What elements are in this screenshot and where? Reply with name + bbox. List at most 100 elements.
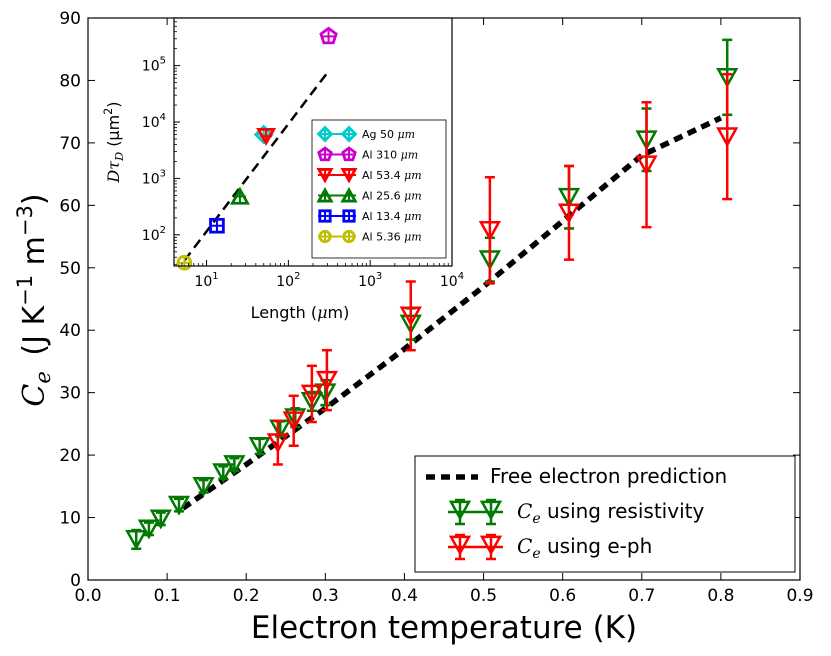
inset-x-tick-label: 102: [276, 271, 300, 290]
inset-legend-label-al-310: Al 310 μm: [362, 149, 418, 162]
point-resistivity: [137, 519, 161, 540]
y-tick-label: 50: [59, 259, 81, 279]
main-ticks: 0.0 0.1 0.2 0.3 0.4 0.5 0.6 0.7 0.8 0.9 0 10 20 30 40 5…: [59, 9, 813, 606]
inset-x-tick-label: 101: [194, 271, 218, 290]
point-resistivity: [149, 509, 172, 530]
inset-legend-label-text: Al 53.4: [362, 169, 404, 182]
legend-entries: [426, 474, 503, 561]
x-tick-label: 0.3: [312, 586, 339, 606]
inset-legend-marker-al-13-4: [342, 209, 356, 223]
inset-legend-marker-ag-50: [316, 125, 334, 143]
inset-y-tick-base: 10: [142, 115, 160, 131]
inset-legend-label-unit: μm: [398, 128, 416, 141]
point-eph: [557, 203, 581, 224]
point-eph: [266, 433, 289, 454]
legend-label-resistivity: Ce using resistivity: [517, 499, 704, 527]
y-tick-label: 80: [59, 71, 81, 91]
inset-y-axis-label: DτD (μm2): [102, 101, 126, 183]
inset-legend-marker-al-5-36: [318, 229, 332, 244]
inset-xlabel-text: Length (: [251, 303, 318, 322]
inset-legend-box: [311, 119, 447, 259]
inset-y-tick-base: 10: [142, 59, 160, 75]
main-legend-box: [414, 455, 796, 573]
inset-marks: [176, 26, 338, 271]
inset-x-tick-label: 104: [440, 271, 464, 290]
inset-x-tick-base: 10: [276, 274, 294, 290]
inset-y-tick-label: 103: [142, 168, 166, 187]
legend-eph-math-sub: e: [532, 546, 540, 562]
inset-legend-label-al-5-36: Al 5.36 μm: [362, 231, 422, 244]
inset-legend-label-text: Al 310: [362, 149, 401, 162]
inset-legend-marker-al-25-6: [340, 187, 358, 203]
y-tick-label: 10: [59, 509, 81, 529]
y-tick-label: 40: [59, 321, 81, 341]
point-eph: [716, 127, 739, 148]
inset-legend-label-unit: μm: [404, 231, 422, 244]
main-marks: [125, 38, 739, 551]
inset-y-tick-label: 102: [142, 225, 166, 244]
legend-eph-math: C: [517, 534, 532, 558]
inset-y-tick-exp: 2: [160, 225, 166, 236]
inset-legend-marker-al-310: [341, 146, 357, 162]
inset-legend-label-unit: μm: [404, 190, 422, 203]
x-tick-label: 0.2: [233, 586, 260, 606]
y-tick-label: 90: [59, 9, 81, 29]
inset-legend-marker-al-13-4: [318, 209, 332, 223]
inset-x-tick-exp: 1: [212, 271, 218, 282]
inset-legend-marker-al-310: [317, 146, 333, 162]
ylabel-exp1: −1: [13, 275, 37, 306]
x-tick-label: 0.8: [707, 586, 734, 606]
point-eph: [300, 384, 324, 405]
inset-x-tick-base: 10: [194, 274, 212, 290]
point-resistivity: [212, 463, 235, 484]
point-eph: [282, 411, 305, 432]
inset-y-tick-base: 10: [142, 171, 160, 187]
inset-xlabel-unit: m): [328, 303, 350, 322]
legend-resistivity-text: using resistivity: [541, 499, 705, 523]
inset-ylabel-text: Dτ: [104, 160, 123, 184]
ylabel-close: ): [17, 193, 52, 205]
point-resistivity: [223, 455, 246, 476]
inset-legend-marker-al-5-36: [342, 229, 356, 244]
ylabel-exp2: −3: [13, 205, 37, 236]
ylabel-symbol: C: [17, 384, 52, 407]
inset-x-tick-base: 10: [358, 274, 376, 290]
ylabel-units: (J K: [17, 305, 52, 356]
inset-legend-marker-al-25-6: [316, 187, 334, 203]
inset-y-tick-label: 104: [142, 112, 166, 131]
x-tick-label: 0.7: [628, 586, 655, 606]
legend-marker-resistivity-left: [448, 500, 472, 521]
inset-legend-label-al-25-6: Al 25.6 μm: [362, 190, 422, 203]
inset-legend-label-text: Ag 50: [362, 128, 398, 141]
inset-fit-line: [183, 70, 330, 262]
inset-y-tick-exp: 5: [160, 56, 166, 67]
inset-x-tick-label: 103: [358, 271, 382, 290]
inset-y-tick-exp: 4: [160, 112, 166, 123]
y-tick-label: 0: [70, 571, 81, 591]
x-tick-label: 0.0: [74, 586, 101, 606]
inset-ylabel-close: ): [104, 101, 123, 107]
point-eph: [399, 306, 422, 327]
inset-x-tick-base: 10: [440, 274, 458, 290]
inset-y-tick-label: 105: [142, 56, 166, 75]
inset-legend-marker-ag-50: [340, 125, 358, 143]
ylabel-subscript: e: [31, 371, 55, 383]
inset-legend-label-al-53-4: Al 53.4 μm: [362, 169, 422, 182]
y-tick-label: 30: [59, 384, 81, 404]
ylabel-units2: m: [17, 236, 52, 275]
x-tick-label: 0.5: [470, 586, 497, 606]
legend-resistivity-math-sub: e: [532, 511, 540, 527]
inset-point-al-13-4: [209, 217, 225, 234]
main-y-axis-label: Ce (J K−1 m−3): [13, 193, 55, 406]
inset-legend-label-unit: μm: [404, 169, 422, 182]
inset-x-tick-exp: 3: [376, 271, 382, 282]
inset-legend-marker-al-53-4: [316, 168, 334, 184]
inset-ylabel-sup: 2: [102, 108, 115, 115]
inset-ylabel-units: (μm: [104, 115, 123, 152]
inset-x-tick-exp: 4: [458, 271, 464, 282]
legend-eph-text: using e-ph: [541, 534, 653, 558]
point-eph: [315, 370, 339, 391]
